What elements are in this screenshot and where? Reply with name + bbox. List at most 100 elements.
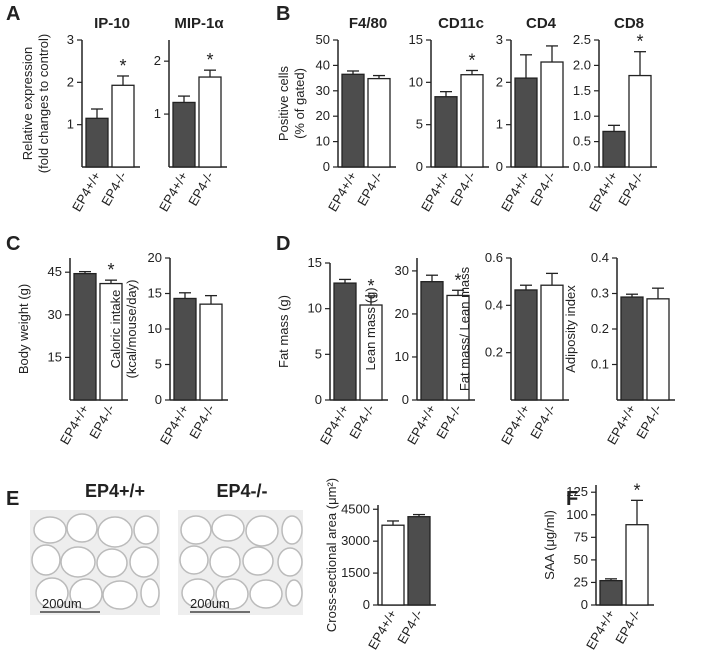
x-tick-label: EP4-/- <box>527 169 558 208</box>
chart-title: CD8 <box>614 15 644 32</box>
x-tick-label: EP4+/+ <box>586 169 621 214</box>
x-tick-label: EP4+/+ <box>604 402 639 447</box>
bar <box>540 61 564 168</box>
y-tick-label: 0.0 <box>573 159 591 174</box>
significance: * <box>206 50 213 70</box>
bar <box>173 297 197 401</box>
bar <box>407 516 431 606</box>
x-tick-label: EP4-/- <box>346 402 377 441</box>
y-tick-label: 10 <box>395 349 409 364</box>
y-axis-label: Fat mass (g) <box>276 295 291 368</box>
x-tick-label: EP4-/- <box>186 402 217 441</box>
y-tick-label: 2.0 <box>573 57 591 72</box>
y-tick-label: 0 <box>363 597 370 612</box>
bar <box>514 289 538 401</box>
y-tick-label: 0.3 <box>591 286 609 301</box>
chart-title: F4/80 <box>349 15 387 32</box>
y-tick-label: 2 <box>154 53 161 68</box>
significance: * <box>636 32 643 52</box>
x-tick-label: EP4+/+ <box>156 169 191 214</box>
y-tick-label: 1.5 <box>573 83 591 98</box>
y-tick-label: 1 <box>496 117 503 132</box>
bar <box>199 303 223 401</box>
y-tick-label: 10 <box>148 321 162 336</box>
x-tick-label: EP4-/- <box>615 169 646 208</box>
bar <box>599 579 623 606</box>
y-tick-label: 0.5 <box>573 134 591 149</box>
y-tick-label: 45 <box>48 264 62 279</box>
y-axis-label: (fold changes to control) <box>36 34 51 173</box>
y-tick-label: 5 <box>155 357 162 372</box>
y-tick-label: 0.1 <box>591 357 609 372</box>
y-tick-label: 10 <box>308 301 322 316</box>
bar <box>381 524 405 606</box>
y-tick-label: 20 <box>316 108 330 123</box>
bar <box>99 282 123 401</box>
x-tick-label: EP4+/+ <box>69 169 104 214</box>
y-axis-label: Fat mass/ Lean mass <box>457 266 472 391</box>
x-tick-label: EP4-/- <box>86 402 117 441</box>
y-tick-label: 2.5 <box>573 32 591 47</box>
y-tick-label: 5 <box>416 117 423 132</box>
bar <box>172 101 196 168</box>
bar <box>540 284 564 401</box>
chart-title: MIP-1α <box>174 15 224 32</box>
chart-title: CD11c <box>438 15 484 32</box>
chart-title: IP-10 <box>94 15 130 32</box>
significance: * <box>367 276 374 296</box>
y-axis-label: (% of gated) <box>292 68 307 139</box>
y-tick-label: 0.6 <box>485 250 503 265</box>
x-tick-label: EP4-/- <box>633 402 664 441</box>
y-tick-label: 0 <box>496 159 503 174</box>
significance: * <box>119 56 126 76</box>
y-axis-label: Positive cells <box>276 65 291 141</box>
y-tick-label: 30 <box>316 83 330 98</box>
bar <box>367 77 391 168</box>
y-tick-label: 3 <box>67 32 74 47</box>
bar <box>625 524 649 606</box>
x-tick-label: EP4+/+ <box>404 402 439 447</box>
y-tick-label: 0 <box>155 392 162 407</box>
y-tick-label: 2 <box>496 74 503 89</box>
y-tick-label: 75 <box>574 529 588 544</box>
y-tick-label: 0.4 <box>485 297 503 312</box>
panel-label: F <box>566 488 578 510</box>
bar <box>111 84 135 168</box>
bar <box>620 296 644 401</box>
x-tick-label: EP4-/- <box>527 402 558 441</box>
y-tick-label: 3 <box>496 32 503 47</box>
y-tick-label: 0 <box>323 159 330 174</box>
y-tick-label: 15 <box>148 286 162 301</box>
scale-label: 200um <box>190 596 230 611</box>
panel-label: B <box>276 3 290 25</box>
y-tick-label: 0 <box>315 392 322 407</box>
x-tick-label: EP4+/+ <box>583 607 618 652</box>
bar <box>198 76 222 168</box>
y-tick-label: 40 <box>316 57 330 72</box>
micrograph <box>30 510 303 615</box>
scale-label: 200um <box>42 596 82 611</box>
panel-label: C <box>6 233 20 255</box>
y-tick-label: 0.4 <box>591 250 609 265</box>
y-axis-label: Lean mass (g) <box>363 287 378 370</box>
bar <box>460 74 484 168</box>
y-tick-label: 30 <box>48 307 62 322</box>
y-tick-label: 30 <box>395 263 409 278</box>
bar <box>333 282 357 401</box>
x-tick-label: EP4+/+ <box>418 169 453 214</box>
panel-label: A <box>6 3 20 25</box>
y-tick-label: 100 <box>566 507 588 522</box>
bar <box>628 74 652 168</box>
bar <box>434 96 458 168</box>
significance: * <box>468 50 475 70</box>
y-tick-label: 20 <box>148 250 162 265</box>
bar <box>514 77 538 168</box>
x-tick-label: EP4+/+ <box>157 402 192 447</box>
x-tick-label: EP4-/- <box>447 169 478 208</box>
y-tick-label: 15 <box>308 255 322 270</box>
y-tick-label: 125 <box>566 484 588 499</box>
y-tick-label: 25 <box>574 574 588 589</box>
bar <box>73 272 97 401</box>
bar <box>359 304 383 401</box>
